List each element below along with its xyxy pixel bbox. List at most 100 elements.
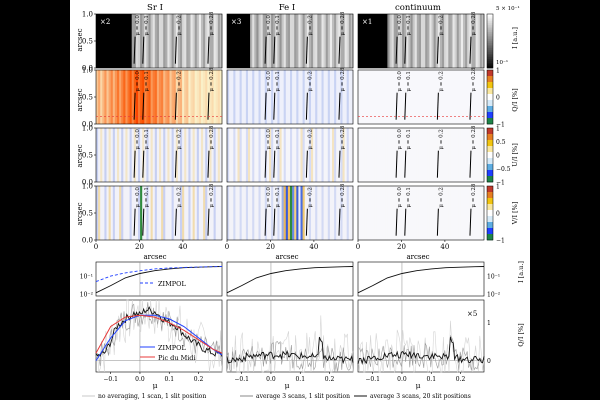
map-ytick-label: 0.0: [82, 121, 93, 129]
map-stripe: [313, 128, 316, 182]
map-stripe: [471, 128, 474, 182]
map-stripe: [465, 128, 468, 182]
map-stripe: [114, 70, 118, 124]
map-stripe: [327, 70, 331, 124]
map-ytick-label: 0.0: [82, 237, 93, 245]
map-stripe: [213, 14, 217, 68]
map-stripe: [159, 128, 162, 182]
map-stripe: [471, 70, 474, 124]
map-stripe: [192, 128, 196, 182]
map-stripe: [209, 14, 212, 68]
map-stripe: [250, 70, 253, 124]
map-stripe: [397, 14, 401, 68]
map-stripe: [475, 14, 479, 68]
mu-line: [395, 36, 398, 64]
intensity-curve: [357, 266, 485, 294]
intensity-profile-frame: [357, 261, 485, 297]
intensity-profile-frame: [95, 261, 223, 297]
map-stripe: [435, 70, 439, 124]
map-stripe: [391, 128, 395, 182]
mu-label: μ = 0.0: [397, 129, 403, 150]
map-stripe: [336, 186, 339, 240]
map-stripe: [448, 186, 451, 240]
map-frame: [226, 185, 354, 241]
cbar-div-seg: [487, 186, 493, 193]
cbar-intensity-seg: [487, 50, 493, 53]
mu-line: [142, 36, 145, 64]
map-stripe: [165, 128, 168, 182]
map-stripe: [416, 70, 420, 124]
map-stripe: [209, 70, 212, 124]
map-stripe: [205, 128, 208, 182]
map-stripe: [329, 70, 333, 124]
map-stripe: [194, 128, 198, 182]
mu-label: μ = 0.2: [307, 15, 313, 35]
map-stripe: [325, 14, 329, 68]
map-stripe: [342, 70, 345, 124]
map-stripe: [196, 70, 200, 124]
map-stripe: [454, 128, 458, 182]
map-stripe: [152, 14, 156, 68]
map-stripe: [387, 186, 390, 240]
mu-line: [436, 208, 439, 236]
mu-label: μ = 0.1: [406, 187, 412, 207]
map-stripe: [350, 128, 354, 182]
map-stripe: [173, 128, 177, 182]
mu-label: μ = 0.0: [266, 187, 272, 208]
map-stripe: [321, 186, 324, 240]
cbar-div-seg: [487, 210, 493, 217]
cbar-intensity-seg: [487, 35, 493, 38]
map-stripe: [121, 14, 124, 68]
map-stripe: [366, 128, 369, 182]
map-stripe: [325, 128, 329, 182]
map-stripe: [383, 14, 386, 68]
map-stripe: [406, 70, 409, 124]
map-stripe: [406, 14, 409, 68]
mu-label: μ = 0.0: [266, 129, 272, 150]
map-stripe: [171, 14, 175, 68]
map-stripe: [266, 186, 270, 240]
zimpol-intensity-legend-text: ZIMPOL: [158, 280, 186, 288]
map-stripe: [281, 14, 285, 68]
map-stripe: [344, 186, 348, 240]
cbar-u-tick: 0: [496, 153, 500, 160]
map-stripe: [258, 186, 261, 240]
map-stripe: [414, 14, 418, 68]
map-stripe: [231, 70, 234, 124]
map-stripe: [188, 128, 191, 182]
map-stripe: [344, 70, 348, 124]
map-stripe: [256, 128, 259, 182]
mu-line: [174, 150, 177, 178]
map-stripe: [237, 186, 240, 240]
mu-line: [436, 92, 439, 120]
map-ytick-label: 0.5: [82, 210, 93, 218]
map-stripe: [460, 70, 464, 124]
mu-label: μ = 0.2: [307, 71, 313, 91]
map-stripe: [194, 14, 198, 68]
map-stripe: [217, 70, 221, 124]
map-stripe: [98, 128, 101, 182]
map-stripe: [184, 14, 187, 68]
map-stripe: [374, 14, 378, 68]
map-stripe: [458, 128, 462, 182]
map-stripe: [254, 128, 257, 182]
cbar-intensity-seg: [487, 23, 493, 26]
map-stripe: [334, 70, 337, 124]
map-stripe: [131, 70, 135, 124]
cbar-v-tick: −1: [496, 238, 505, 245]
mu-xlabel-3: μ: [416, 381, 421, 390]
map-stripe: [108, 14, 112, 68]
map-stripe: [294, 14, 297, 68]
map-stripe: [110, 14, 114, 68]
map-stripe: [368, 186, 371, 240]
map-stripe: [177, 14, 181, 68]
cbar-u-tick: 0.5: [496, 139, 506, 146]
map-stripe: [266, 128, 270, 182]
map-stripe: [154, 14, 158, 68]
mu-line: [174, 92, 177, 120]
map-panel-r2-c2: μ = 0.0 μ = 0.1 μ = 0.2 μ = 0.28: [226, 67, 354, 125]
map-stripe: [167, 70, 170, 124]
cbar-q-tick: −1: [496, 122, 505, 129]
map-stripe: [393, 14, 397, 68]
